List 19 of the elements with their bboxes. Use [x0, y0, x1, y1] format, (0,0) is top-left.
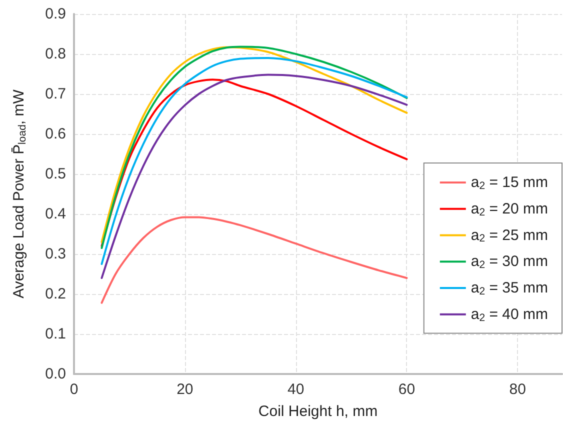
- line-series: [100, 78, 408, 247]
- y-tick-label: 0.7: [45, 86, 66, 102]
- y-tick-label: 0.0: [45, 366, 66, 382]
- x-axis-title: Coil Height h, mm: [258, 403, 378, 420]
- y-tick-label: 0.1: [45, 326, 66, 342]
- y-tick-label: 0.9: [45, 6, 66, 22]
- x-tick-label: 60: [398, 381, 416, 398]
- y-axis-title: Average Load Power P̄load, mW: [10, 88, 28, 298]
- y-tick-label: 0.5: [45, 166, 66, 182]
- x-tick-label: 0: [70, 381, 78, 398]
- y-tick-label: 0.2: [45, 286, 66, 302]
- y-tick-label: 0.6: [45, 126, 66, 142]
- x-tick-label: 40: [287, 381, 304, 398]
- y-tick-label: 0.4: [45, 206, 66, 222]
- x-tick-label: 80: [509, 381, 526, 398]
- y-tick-label: 0.8: [45, 46, 66, 62]
- line-series: [100, 216, 408, 304]
- y-tick-label: 0.3: [45, 246, 66, 262]
- x-tick-label: 20: [176, 381, 194, 398]
